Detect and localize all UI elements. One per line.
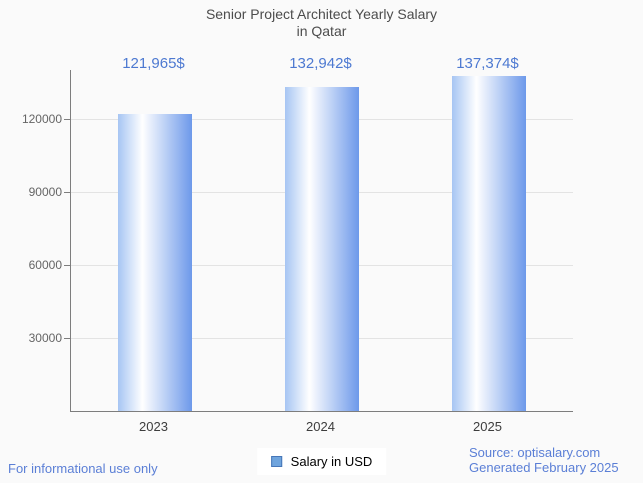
x-axis-label: 2024 (306, 419, 335, 434)
y-tick-mark (64, 337, 70, 339)
x-axis-label: 2023 (139, 419, 168, 434)
source-text: Source: optisalary.com Generated Februar… (469, 445, 619, 475)
legend: Salary in USD (256, 448, 387, 475)
y-tick-label: 90000 (28, 184, 62, 199)
disclaimer-text: For informational use only (8, 461, 158, 476)
chart-title-line2: in Qatar (296, 23, 347, 39)
y-tick-label: 120000 (21, 111, 62, 126)
bar-value-label: 137,374$ (456, 55, 519, 72)
y-tick-mark (64, 191, 70, 193)
legend-label: Salary in USD (290, 454, 373, 469)
y-tick-label: 60000 (28, 257, 62, 272)
y-tick-label: 30000 (28, 330, 62, 345)
chart-title: Senior Project Architect Yearly Salary i… (0, 6, 643, 40)
x-axis-label: 2025 (473, 419, 502, 434)
y-tick-mark (64, 118, 70, 120)
bar-value-label: 132,942$ (289, 55, 352, 72)
plot-area (70, 70, 573, 412)
bar-value-label: 121,965$ (122, 55, 185, 72)
chart-title-line1: Senior Project Architect Yearly Salary (205, 6, 438, 22)
bar-2025[interactable] (451, 76, 526, 411)
source-line1: Source: optisalary.com (469, 445, 601, 460)
legend-swatch-icon (270, 456, 282, 467)
source-line2: Generated February 2025 (469, 460, 619, 475)
y-tick-mark (64, 264, 70, 266)
bar-2024[interactable] (284, 87, 359, 411)
bar-2023[interactable] (117, 113, 192, 411)
